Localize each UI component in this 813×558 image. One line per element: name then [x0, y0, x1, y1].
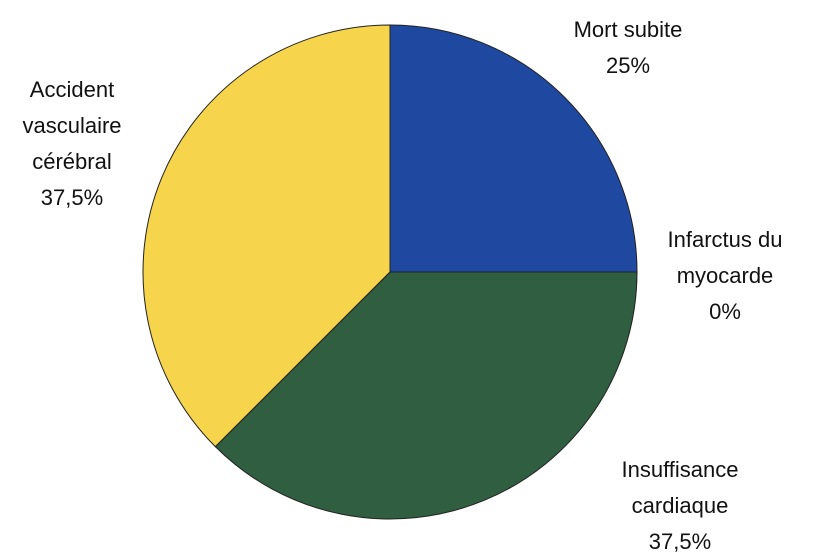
slice-label: Mort subite 25% [543, 12, 713, 84]
slice-label: Accident vasculaire cérébral 37,5% [0, 72, 147, 216]
value-label: 37,5% [40, 185, 104, 210]
pie-slice [214, 271, 638, 520]
value-label: 25% [605, 53, 651, 78]
category-label: Infarctus du myocarde [667, 227, 783, 288]
value-label: 0% [709, 299, 741, 324]
pie-slice [142, 24, 391, 448]
pie-slice [389, 24, 638, 273]
category-label: Insuffisance cardiaque [621, 457, 739, 518]
value-label: 37,5% [648, 529, 712, 554]
category-label: Accident vasculaire cérébral [22, 77, 122, 174]
category-label: Mort subite [573, 17, 683, 42]
slice-label: Infarctus du myocarde 0% [640, 222, 810, 330]
slice-label: Insuffisance cardiaque 37,5% [585, 452, 775, 558]
